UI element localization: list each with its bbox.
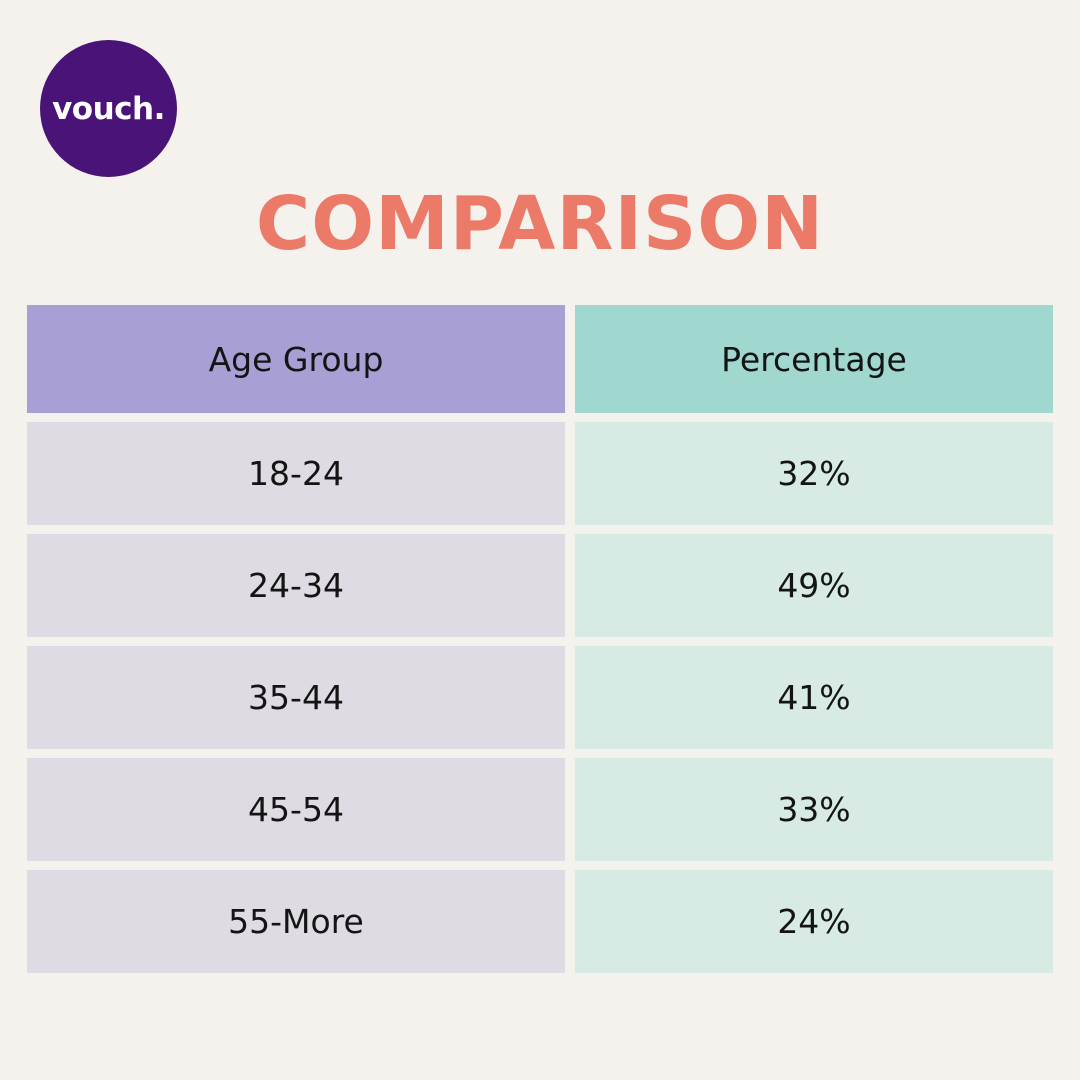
age-group-cell: 18-24	[27, 422, 565, 525]
table-header-row: Age Group Percentage	[27, 305, 1053, 413]
table-row: 24-34 49%	[27, 534, 1053, 637]
vouch-logo: vouch.	[40, 40, 177, 177]
logo-text: vouch.	[52, 90, 165, 127]
percentage-cell: 33%	[575, 758, 1053, 861]
percentage-cell: 24%	[575, 870, 1053, 973]
table-row: 18-24 32%	[27, 422, 1053, 525]
table-row: 55-More 24%	[27, 870, 1053, 973]
table-row: 35-44 41%	[27, 646, 1053, 749]
header-age-group: Age Group	[27, 305, 565, 413]
page-title: COMPARISON	[255, 181, 825, 267]
age-group-cell: 24-34	[27, 534, 565, 637]
age-group-cell: 55-More	[27, 870, 565, 973]
percentage-cell: 41%	[575, 646, 1053, 749]
percentage-cell: 32%	[575, 422, 1053, 525]
comparison-table: Age Group Percentage 18-24 32% 24-34 49%…	[27, 305, 1053, 982]
age-group-cell: 45-54	[27, 758, 565, 861]
header-percentage: Percentage	[575, 305, 1053, 413]
age-group-cell: 35-44	[27, 646, 565, 749]
percentage-cell: 49%	[575, 534, 1053, 637]
table-row: 45-54 33%	[27, 758, 1053, 861]
